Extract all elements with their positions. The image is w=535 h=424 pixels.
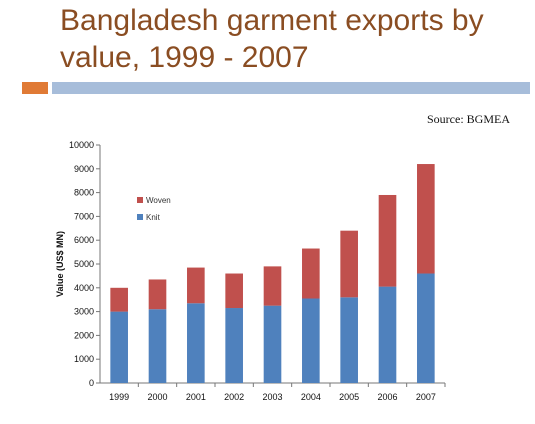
y-axis-title: Value (US$ MN) [55,231,65,297]
bar-woven-2000 [148,279,167,310]
x-tick-label: 2004 [301,392,321,402]
bar-woven-2004 [302,248,320,299]
y-tick-label: 2000 [74,330,94,340]
x-tick-label: 2005 [339,392,359,402]
y-tick-label: 4000 [74,283,94,293]
y-tick-label: 3000 [74,307,94,317]
y-tick-label: 1000 [74,354,94,364]
y-tick-label: 6000 [74,235,94,245]
title-underline-accent [22,82,48,94]
x-tick-label: 2000 [147,392,167,402]
y-tick-label: 7000 [74,211,94,221]
y-tick-label: 5000 [74,259,94,269]
x-tick-label: 2003 [262,392,282,402]
title-underline-bar [52,82,530,94]
legend-label-woven: Woven [146,196,171,205]
x-tick-label: 2007 [416,392,436,402]
bar-knit-2005 [340,297,358,383]
x-tick-label: 1999 [109,392,129,402]
bar-woven-2002 [225,273,243,309]
bar-knit-2006 [378,286,397,383]
y-tick-label: 9000 [74,164,94,174]
legend-swatch-knit [137,214,143,220]
slide-title: Bangladesh garment exports by value, 199… [60,4,484,74]
legend-label-knit: Knit [146,213,161,222]
bar-woven-2005 [340,230,358,298]
x-tick-label: 2002 [224,392,244,402]
x-tick-label: 2006 [377,392,397,402]
bar-woven-2007 [417,164,435,274]
bar-knit-2004 [302,298,320,383]
bar-knit-2002 [225,308,243,383]
bar-woven-1999 [110,287,128,312]
bar-woven-2006 [378,194,397,287]
bar-knit-1999 [110,311,128,383]
x-tick-label: 2001 [186,392,206,402]
source-note: Source: BGMEA [427,112,510,126]
bar-woven-2001 [187,267,205,304]
bar-knit-2003 [263,305,282,383]
y-tick-label: 0 [89,378,94,388]
legend-swatch-woven [137,197,143,203]
bar-knit-2001 [187,303,205,383]
bar-woven-2003 [263,266,282,306]
bar-knit-2007 [417,273,435,383]
y-tick-label: 10000 [69,140,94,150]
y-tick-label: 8000 [74,188,94,198]
bar-knit-2000 [148,309,167,383]
